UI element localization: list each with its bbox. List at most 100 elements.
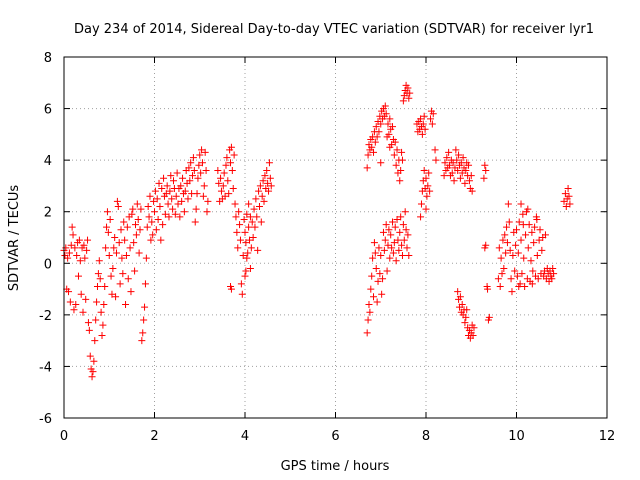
data-point xyxy=(200,182,208,190)
data-point xyxy=(103,223,111,231)
data-point xyxy=(481,161,489,169)
data-point xyxy=(396,228,404,236)
grid xyxy=(64,57,607,418)
data-point xyxy=(420,166,428,174)
data-point xyxy=(550,270,558,278)
data-point xyxy=(84,319,92,327)
data-point xyxy=(533,215,541,223)
data-point xyxy=(245,200,253,208)
data-point xyxy=(386,115,394,123)
data-point xyxy=(388,244,396,252)
data-point xyxy=(383,267,391,275)
data-point xyxy=(122,252,130,260)
data-point xyxy=(417,200,425,208)
data-point xyxy=(228,166,236,174)
y-tick-label: 6 xyxy=(44,103,52,118)
x-tick-label: 10 xyxy=(508,429,525,444)
data-point xyxy=(509,252,517,260)
data-point xyxy=(247,244,255,252)
data-point xyxy=(462,313,470,321)
data-point xyxy=(424,182,432,190)
data-point xyxy=(148,218,156,226)
data-point xyxy=(203,208,211,216)
data-point xyxy=(373,298,381,306)
data-point xyxy=(161,210,169,218)
data-point xyxy=(96,275,104,283)
data-point xyxy=(126,244,134,252)
data-point xyxy=(525,221,533,229)
data-point xyxy=(441,159,449,167)
data-point xyxy=(195,161,203,169)
data-point xyxy=(189,154,197,162)
data-point xyxy=(157,236,165,244)
data-point xyxy=(131,221,139,229)
data-point xyxy=(465,177,473,185)
data-point xyxy=(565,192,573,200)
data-point xyxy=(84,236,92,244)
data-point xyxy=(197,169,205,177)
data-point xyxy=(264,179,272,187)
data-point xyxy=(507,275,515,283)
data-point xyxy=(69,231,77,239)
data-point xyxy=(88,373,96,381)
data-point xyxy=(136,226,144,234)
data-point xyxy=(139,329,147,337)
data-point xyxy=(167,172,175,180)
data-point xyxy=(130,239,138,247)
data-point xyxy=(107,272,115,280)
data-point xyxy=(402,226,410,234)
data-point xyxy=(223,154,231,162)
y-tick-label: 0 xyxy=(44,257,52,272)
data-point xyxy=(517,200,525,208)
data-point xyxy=(381,102,389,110)
data-point xyxy=(244,249,252,257)
data-point xyxy=(243,254,251,262)
data-point xyxy=(390,151,398,159)
data-point xyxy=(396,177,404,185)
data-point xyxy=(564,185,572,193)
data-point xyxy=(252,195,260,203)
data-point xyxy=(366,308,374,316)
data-point xyxy=(461,179,469,187)
data-point xyxy=(91,337,99,345)
data-point xyxy=(193,190,201,198)
data-point xyxy=(225,190,233,198)
data-point xyxy=(121,236,129,244)
data-point xyxy=(459,154,467,162)
data-point xyxy=(79,308,87,316)
data-point xyxy=(392,257,400,265)
data-point xyxy=(377,120,385,128)
data-point xyxy=(431,146,439,154)
data-point xyxy=(390,239,398,247)
data-point xyxy=(461,319,469,327)
data-point xyxy=(400,236,408,244)
data-point xyxy=(133,200,141,208)
data-point xyxy=(105,252,113,260)
data-point xyxy=(189,172,197,180)
data-point xyxy=(85,326,93,334)
data-point xyxy=(534,275,542,283)
data-point xyxy=(234,244,242,252)
data-point xyxy=(253,213,261,221)
data-point xyxy=(142,254,150,262)
data-point xyxy=(364,316,372,324)
data-point xyxy=(372,123,380,131)
data-point xyxy=(505,218,513,226)
data-point xyxy=(180,208,188,216)
data-point xyxy=(155,179,163,187)
data-point xyxy=(524,244,532,252)
data-point xyxy=(391,138,399,146)
data-point xyxy=(196,151,204,159)
x-tick-label: 0 xyxy=(60,429,68,444)
data-point xyxy=(455,151,463,159)
data-point xyxy=(131,267,139,275)
data-point xyxy=(230,151,238,159)
data-point xyxy=(135,249,143,257)
data-point xyxy=(376,270,384,278)
data-point xyxy=(511,267,519,275)
data-point xyxy=(217,174,225,182)
data-point xyxy=(229,185,237,193)
data-point xyxy=(495,244,503,252)
data-point xyxy=(384,241,392,249)
data-point xyxy=(386,143,394,151)
